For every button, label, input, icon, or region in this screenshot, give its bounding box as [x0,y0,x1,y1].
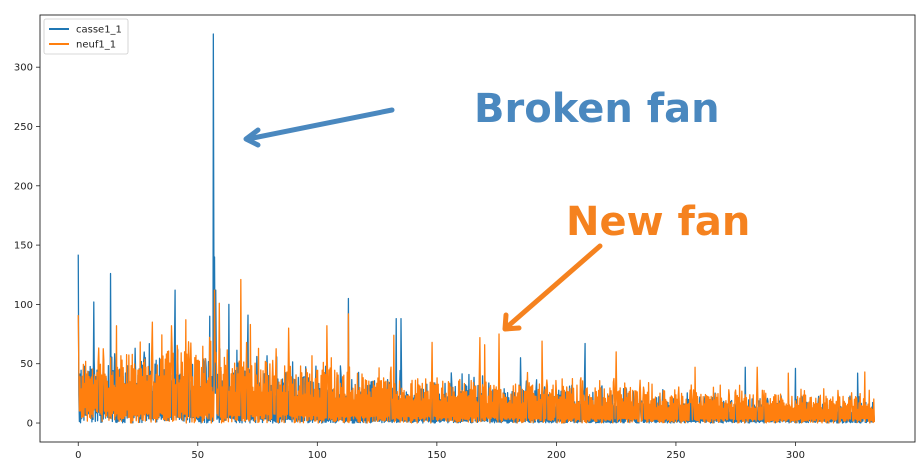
legend-label-casse1_1: casse1_1 [76,25,122,36]
y-tick-label: 250 [14,122,33,133]
y-tick-label: 50 [20,359,33,370]
y-tick-label: 100 [14,300,33,311]
x-tick-label: 100 [308,450,327,461]
x-tick-label: 50 [191,450,204,461]
annotation-new-fan-text: New fan [566,199,750,245]
x-tick-label: 300 [786,450,805,461]
annotation-new-fan-arrow [504,243,603,330]
plot-area [77,33,876,424]
annotation-broken-fan: Broken fan [243,86,720,148]
annotation-broken-fan-arrow [245,107,395,142]
x-tick-label: 0 [75,450,81,461]
annotation-new-fan-arrowhead [502,312,522,332]
y-tick-label: 200 [14,181,33,192]
y-axis: 0 50 100 150 200 250 300 [14,63,40,430]
axes-frame [39,14,916,443]
x-tick-label: 250 [666,450,685,461]
y-tick-label: 300 [14,63,33,74]
legend-label-neuf1_1: neuf1_1 [76,40,116,51]
legend: casse1_1 neuf1_1 [43,18,129,55]
x-tick-label: 200 [547,450,566,461]
x-tick-label: 150 [427,450,446,461]
annotation-broken-fan-text: Broken fan [474,86,720,132]
annotation-new-fan: New fan [502,199,750,332]
y-tick-label: 0 [27,419,33,430]
series-line-neuf1_1 [77,278,876,424]
y-tick-label: 150 [14,241,33,252]
annotation-broken-fan-arrowhead [243,127,261,148]
x-axis: 0 50 100 150 200 250 300 [75,442,805,461]
legend-box [43,18,129,55]
series-layer [77,33,876,424]
